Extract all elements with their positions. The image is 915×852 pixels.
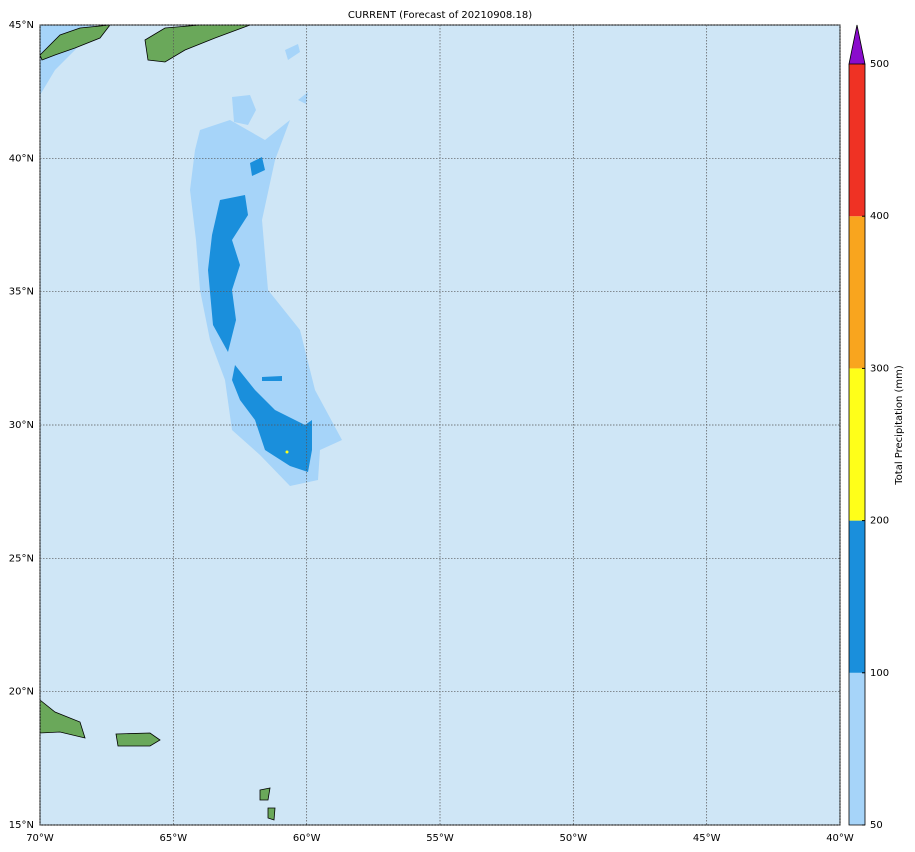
lon-tick-label: 50°W [560, 833, 588, 844]
lat-tick-label: 15°N [9, 820, 34, 831]
colorbar-tick-label: 200 [870, 516, 889, 527]
lon-tick-label: 70°W [26, 833, 54, 844]
lon-tick-label: 55°W [426, 833, 454, 844]
lat-tick-label: 45°N [9, 20, 34, 31]
colorbar-tick-label: 300 [870, 363, 889, 374]
colorbar-tick-label: 50 [870, 820, 883, 831]
lat-tick-label: 35°N [9, 287, 34, 298]
lon-tick-label: 40°W [826, 833, 854, 844]
lon-tick-label: 60°W [293, 833, 321, 844]
lat-tick-label: 25°N [9, 553, 34, 564]
colorbar-segment [849, 520, 865, 673]
colorbar-tick-label: 400 [870, 211, 889, 222]
colorbar-segment [849, 368, 865, 521]
map-title: CURRENT (Forecast of 20210908.18) [348, 10, 532, 21]
precipitation-moderate [208, 157, 312, 472]
colorbar-extend [848, 24, 866, 65]
precipitation-spot [285, 450, 289, 454]
lat-tick-label: 40°N [9, 153, 34, 164]
colorbar-frame [848, 64, 866, 826]
colorbar-segment [849, 672, 865, 825]
colorbar-tick-label: 500 [870, 59, 889, 70]
lat-tick-label: 30°N [9, 420, 34, 431]
lat-tick-label: 20°N [9, 687, 34, 698]
land [39, 24, 276, 821]
lon-tick-label: 45°W [693, 833, 721, 844]
colorbar-segment [849, 64, 865, 217]
colorbar-segment [849, 216, 865, 369]
lon-tick-label: 65°W [160, 833, 188, 844]
colorbar-label: Total Precipitation (mm) [894, 365, 905, 486]
colorbar-tick-label: 100 [870, 668, 889, 679]
